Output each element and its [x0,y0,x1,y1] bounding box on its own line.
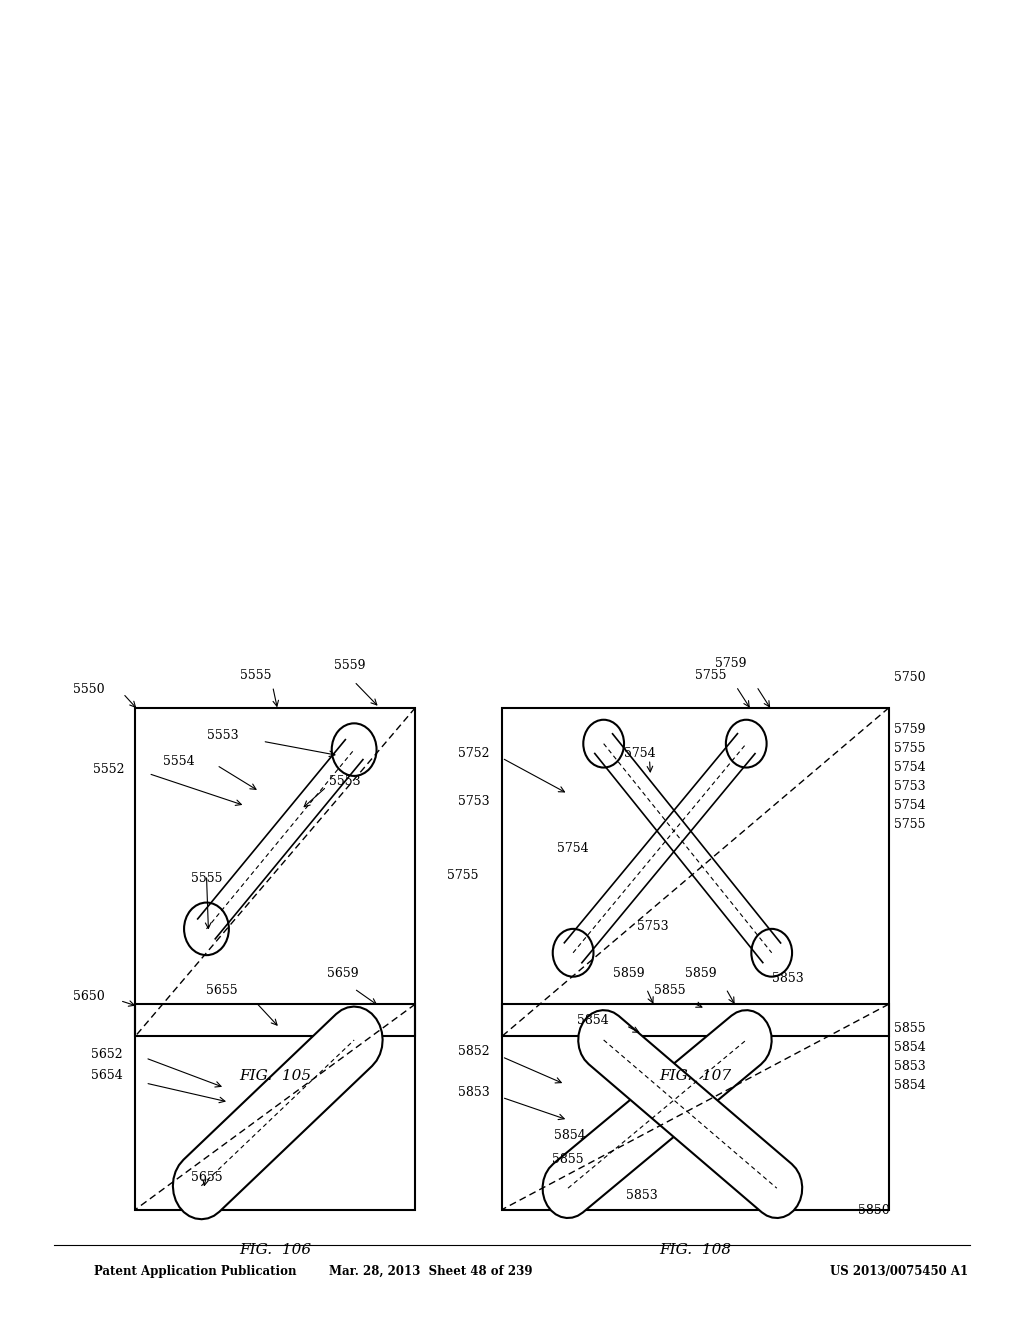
Text: 5755: 5755 [894,742,926,755]
Text: 5755: 5755 [894,818,926,832]
Text: 5754: 5754 [624,747,655,760]
Text: 5650: 5650 [73,990,104,1003]
Text: 5554: 5554 [163,755,195,768]
Text: 5854: 5854 [894,1078,926,1092]
Text: 5655: 5655 [206,983,238,997]
Text: 5553: 5553 [329,775,360,788]
Text: 5754: 5754 [894,800,926,812]
Text: 5555: 5555 [190,871,222,884]
Text: 5853: 5853 [772,972,804,985]
Text: 5853: 5853 [458,1086,489,1100]
Text: 5852: 5852 [458,1045,489,1059]
Text: 5550: 5550 [73,684,104,697]
Text: 5552: 5552 [93,763,125,776]
Text: FIG.  105: FIG. 105 [240,1069,311,1082]
Text: 5553: 5553 [208,729,239,742]
Text: 5853: 5853 [894,1060,926,1073]
Text: Patent Application Publication: Patent Application Publication [94,1265,297,1278]
Text: US 2013/0075450 A1: US 2013/0075450 A1 [829,1265,968,1278]
Text: 5759: 5759 [894,723,926,735]
Text: 5854: 5854 [577,1014,608,1027]
Text: 5555: 5555 [240,668,271,681]
Polygon shape [173,1007,383,1220]
Text: 5853: 5853 [627,1189,658,1203]
Text: 5753: 5753 [637,920,669,933]
Text: 5859: 5859 [685,968,716,981]
Text: 5752: 5752 [458,747,489,760]
Text: 5755: 5755 [446,869,478,882]
Text: 5659: 5659 [327,968,358,981]
Text: 5559: 5559 [334,659,366,672]
Text: 5750: 5750 [894,672,926,685]
Text: 5755: 5755 [695,668,726,681]
Text: 5753: 5753 [458,795,489,808]
Text: 5753: 5753 [894,780,926,793]
Text: 5754: 5754 [557,842,589,855]
Polygon shape [543,1010,772,1218]
Text: 5652: 5652 [91,1048,123,1061]
Text: FIG.  107: FIG. 107 [659,1069,731,1082]
Text: 5759: 5759 [715,656,746,669]
Bar [502,1005,889,1209]
Text: 5655: 5655 [190,1171,222,1184]
Bar [135,708,416,1036]
Text: 5854: 5854 [554,1129,586,1142]
Text: 5855: 5855 [654,983,686,997]
Text: 5754: 5754 [894,762,926,774]
Text: FIG.  108: FIG. 108 [659,1243,731,1257]
Bar [502,708,889,1036]
Text: 5855: 5855 [552,1152,584,1166]
Text: 5855: 5855 [894,1022,926,1035]
Text: FIG.  106: FIG. 106 [240,1243,311,1257]
Text: Mar. 28, 2013  Sheet 48 of 239: Mar. 28, 2013 Sheet 48 of 239 [329,1265,532,1278]
Text: 5859: 5859 [613,968,645,981]
Text: 5854: 5854 [894,1040,926,1053]
Polygon shape [579,1010,802,1218]
Text: 5654: 5654 [91,1069,123,1082]
Text: 5850: 5850 [858,1204,890,1217]
Bar [135,1005,416,1209]
